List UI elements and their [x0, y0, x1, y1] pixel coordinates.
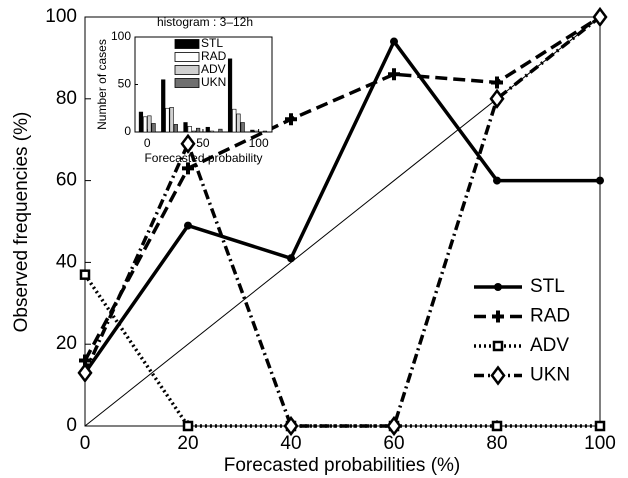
bar [227, 58, 233, 133]
marker [491, 420, 503, 432]
bar [232, 108, 237, 133]
inset-legend-label: ADV [201, 62, 226, 76]
inset-y-label: Number of cases [95, 39, 109, 130]
inset-title: histogram : 3–12h [157, 15, 253, 29]
bar [262, 130, 268, 133]
y-tick-label: 40 [56, 251, 77, 272]
marker [388, 68, 400, 81]
legend-label: UKN [530, 365, 570, 386]
inset-legend-label: RAD [201, 49, 227, 63]
inset-x-tick-label: 100 [249, 136, 269, 150]
marker [386, 415, 402, 437]
x-tick-label: 80 [486, 433, 507, 454]
bar [236, 113, 241, 133]
x-axis-label: Forecasted probabilities (%) [224, 455, 461, 476]
y-tick-label: 100 [45, 6, 77, 27]
inset-x-label: Forecasted probability [144, 151, 262, 165]
x-tick-label: 20 [177, 433, 198, 454]
inset-y-tick-label: 0 [124, 124, 131, 138]
diagonal-reference [84, 16, 601, 427]
bar [205, 126, 210, 133]
marker [489, 88, 505, 109]
marker [79, 269, 91, 280]
marker [184, 221, 192, 230]
inset-y-tick-label: 50 [118, 77, 132, 91]
marker [596, 176, 604, 185]
bar [151, 123, 156, 133]
marker [592, 6, 608, 28]
bar [191, 130, 197, 133]
y-tick-label: 0 [66, 415, 77, 436]
marker [491, 76, 503, 89]
bar [138, 111, 144, 133]
bar [173, 124, 178, 133]
marker [182, 420, 194, 432]
series-line [83, 15, 602, 428]
marker [182, 162, 194, 175]
series-line [83, 15, 601, 362]
bar [254, 130, 259, 133]
y-tick-label: 20 [56, 333, 77, 354]
marker [594, 420, 606, 432]
x-tick-label: 0 [80, 433, 91, 454]
bar [218, 128, 223, 133]
legend-label: RAD [530, 306, 570, 327]
legend-label: STL [530, 276, 565, 297]
bar [196, 127, 201, 133]
series-line [83, 38, 600, 374]
marker [390, 37, 398, 46]
inset-x-tick-label: 0 [144, 136, 151, 150]
marker [493, 176, 501, 185]
bar [187, 126, 192, 133]
bar [183, 122, 188, 133]
bar [169, 107, 174, 133]
y-axis-label: Observed frequencies (%) [11, 112, 32, 333]
marker [492, 340, 504, 352]
y-tick-label: 80 [56, 88, 77, 109]
series-line [83, 273, 600, 428]
marker [285, 113, 297, 126]
legend-label: ADV [530, 335, 569, 356]
marker [494, 283, 502, 291]
marker [77, 362, 93, 383]
inset-y-tick-label: 100 [111, 29, 131, 43]
inset-background [134, 36, 273, 133]
marker [180, 133, 196, 154]
marker [492, 310, 504, 323]
x-tick-label: 40 [280, 433, 301, 454]
inset-legend-swatch [174, 78, 200, 88]
inset-legend-label: STL [201, 36, 223, 50]
inset-x-tick-label: 50 [196, 136, 210, 150]
marker [283, 415, 299, 437]
x-tick-label: 60 [383, 433, 404, 454]
inset-legend-swatch [174, 52, 200, 62]
inset-legend-swatch [174, 65, 200, 75]
bar [165, 107, 170, 133]
bar [143, 116, 148, 133]
bar [161, 79, 166, 133]
inset-legend-label: UKN [201, 75, 226, 89]
x-tick-label: 100 [584, 433, 616, 454]
bar [240, 122, 245, 133]
inset-legend-swatch [174, 39, 200, 49]
marker [490, 365, 506, 386]
y-tick-label: 60 [56, 170, 77, 191]
marker [287, 254, 295, 263]
bar [250, 129, 255, 133]
bar [147, 115, 152, 133]
bar [209, 130, 215, 133]
